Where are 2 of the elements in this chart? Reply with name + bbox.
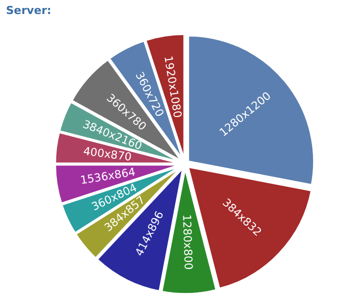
slice-label: 1280x800 (180, 214, 195, 270)
chart-title: Server: (5, 3, 52, 19)
